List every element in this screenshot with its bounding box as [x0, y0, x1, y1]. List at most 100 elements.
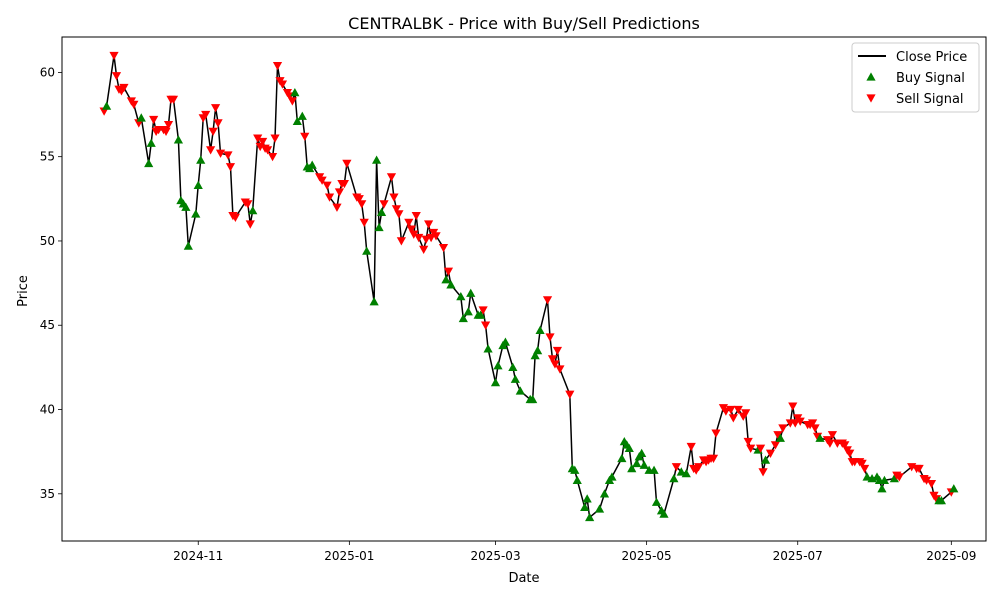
sell-signal-marker: [810, 424, 820, 433]
legend-buy-marker: [866, 72, 876, 81]
buy-signal-marker: [681, 468, 691, 478]
sell-signal-marker: [478, 306, 488, 315]
buy-signal-marker: [374, 222, 384, 232]
sell-signal-marker: [406, 225, 416, 234]
sell-signal-marker: [379, 200, 389, 209]
sell-signal-marker: [914, 464, 924, 474]
buy-signal-marker: [651, 497, 662, 506]
sell-signal-marker: [770, 441, 781, 450]
sell-signal-marker: [332, 203, 342, 212]
legend: Close Price Buy Signal Sell Signal: [851, 42, 980, 113]
sell-signal-marker: [342, 159, 352, 169]
sell-signal-marker: [357, 200, 367, 209]
sell-signal-marker: [267, 152, 278, 162]
sell-signal-marker: [270, 134, 280, 143]
sell-signal-marker: [168, 95, 179, 104]
sell-signal-marker: [743, 437, 753, 447]
buy-signal-marker: [193, 180, 203, 190]
sell-signal-marker: [807, 419, 818, 428]
sell-signal-marker: [210, 104, 221, 113]
buy-signal-marker: [669, 474, 679, 483]
sell-signal-marker: [860, 464, 870, 474]
buy-signal-marker: [191, 209, 201, 218]
sell-signal-marker: [773, 431, 783, 440]
sell-signal-marker: [389, 193, 399, 202]
buy-signal-marker: [292, 116, 302, 125]
sell-signal-marker: [394, 210, 404, 219]
buy-signal-marker: [144, 158, 154, 168]
buy-signal-marker: [196, 155, 206, 164]
buy-signal-marker: [649, 465, 659, 474]
sell-signal-marker: [300, 132, 310, 142]
buy-signal-marker: [862, 472, 872, 481]
buy-signal-marker: [183, 241, 193, 250]
buy-signal-marker: [369, 297, 379, 306]
sell-signal-marker: [215, 149, 226, 158]
sell-signal-marker: [746, 444, 756, 453]
buy-signal-marker: [676, 467, 686, 476]
buy-signal-marker: [146, 138, 156, 147]
sell-signal-marker: [404, 218, 414, 228]
sell-signal-marker: [287, 97, 297, 106]
sell-signal-marker: [258, 137, 268, 147]
sell-signal-marker: [243, 200, 253, 209]
sell-signal-marker: [708, 454, 719, 464]
buy-signal-marker: [572, 475, 582, 484]
sell-signal-marker: [857, 459, 867, 469]
sell-signal-marker: [424, 220, 434, 229]
x-tick-label: 2025-03: [470, 549, 520, 563]
buy-signal-marker: [570, 465, 580, 474]
sell-signal-marker: [741, 409, 751, 418]
buy-signal-marker: [181, 202, 191, 211]
buy-signal-marker: [535, 325, 545, 334]
sell-signal-marker: [277, 80, 288, 89]
buy-signal-marker: [500, 337, 511, 346]
y-axis-label: Price: [16, 275, 31, 307]
sell-signal-marker: [694, 463, 704, 472]
sell-signal-marker: [778, 424, 788, 433]
buy-signal-marker: [533, 345, 543, 355]
sell-signal-marker: [386, 173, 397, 182]
legend-label: Sell Signal: [896, 92, 964, 107]
buy-signal-marker: [297, 111, 307, 120]
buy-signal-marker: [493, 361, 503, 370]
sell-signal-marker: [825, 439, 835, 448]
buy-signal-marker: [515, 386, 525, 395]
sell-signal-marker: [827, 431, 838, 440]
y-tick-label: 40: [40, 403, 55, 417]
buy-signal-marker: [456, 291, 466, 301]
buy-signal-marker: [949, 484, 959, 493]
sell-signal-marker: [206, 146, 216, 155]
buy-signal-marker: [585, 512, 595, 522]
sell-signal-marker: [840, 441, 850, 450]
sell-signal-marker: [438, 244, 449, 253]
legend-sell-marker: [866, 94, 876, 103]
sell-signal-marker: [245, 220, 255, 229]
sell-signal-marker: [926, 480, 937, 489]
sell-signal-marker: [149, 115, 159, 125]
buy-signal-marker: [173, 135, 184, 144]
legend-label: Buy Signal: [896, 71, 965, 86]
sell-signal-marker: [686, 442, 696, 452]
buy-signal-marker: [607, 472, 617, 481]
buy-signal-marker: [639, 460, 649, 469]
x-axis-label: Date: [508, 571, 539, 586]
buy-signal-marker: [659, 509, 669, 518]
buy-signal-marker: [490, 377, 501, 387]
sell-signal-marker: [481, 321, 491, 330]
sell-signal-marker: [755, 444, 766, 453]
sell-signal-marker: [359, 218, 369, 228]
sell-signal-marker: [409, 230, 419, 239]
sell-signal-marker: [726, 405, 736, 415]
buy-signal-marker: [458, 313, 468, 323]
sell-signal-marker: [894, 473, 904, 482]
buy-signal-marker: [580, 502, 590, 511]
sell-signal-marker: [421, 235, 431, 244]
sell-signal-marker: [795, 417, 805, 426]
sell-signal-marker: [334, 188, 345, 197]
y-tick-label: 50: [40, 234, 55, 248]
buy-signal-marker: [463, 307, 473, 316]
buy-signal-marker: [624, 443, 634, 452]
sell-signal-marker: [414, 233, 424, 243]
